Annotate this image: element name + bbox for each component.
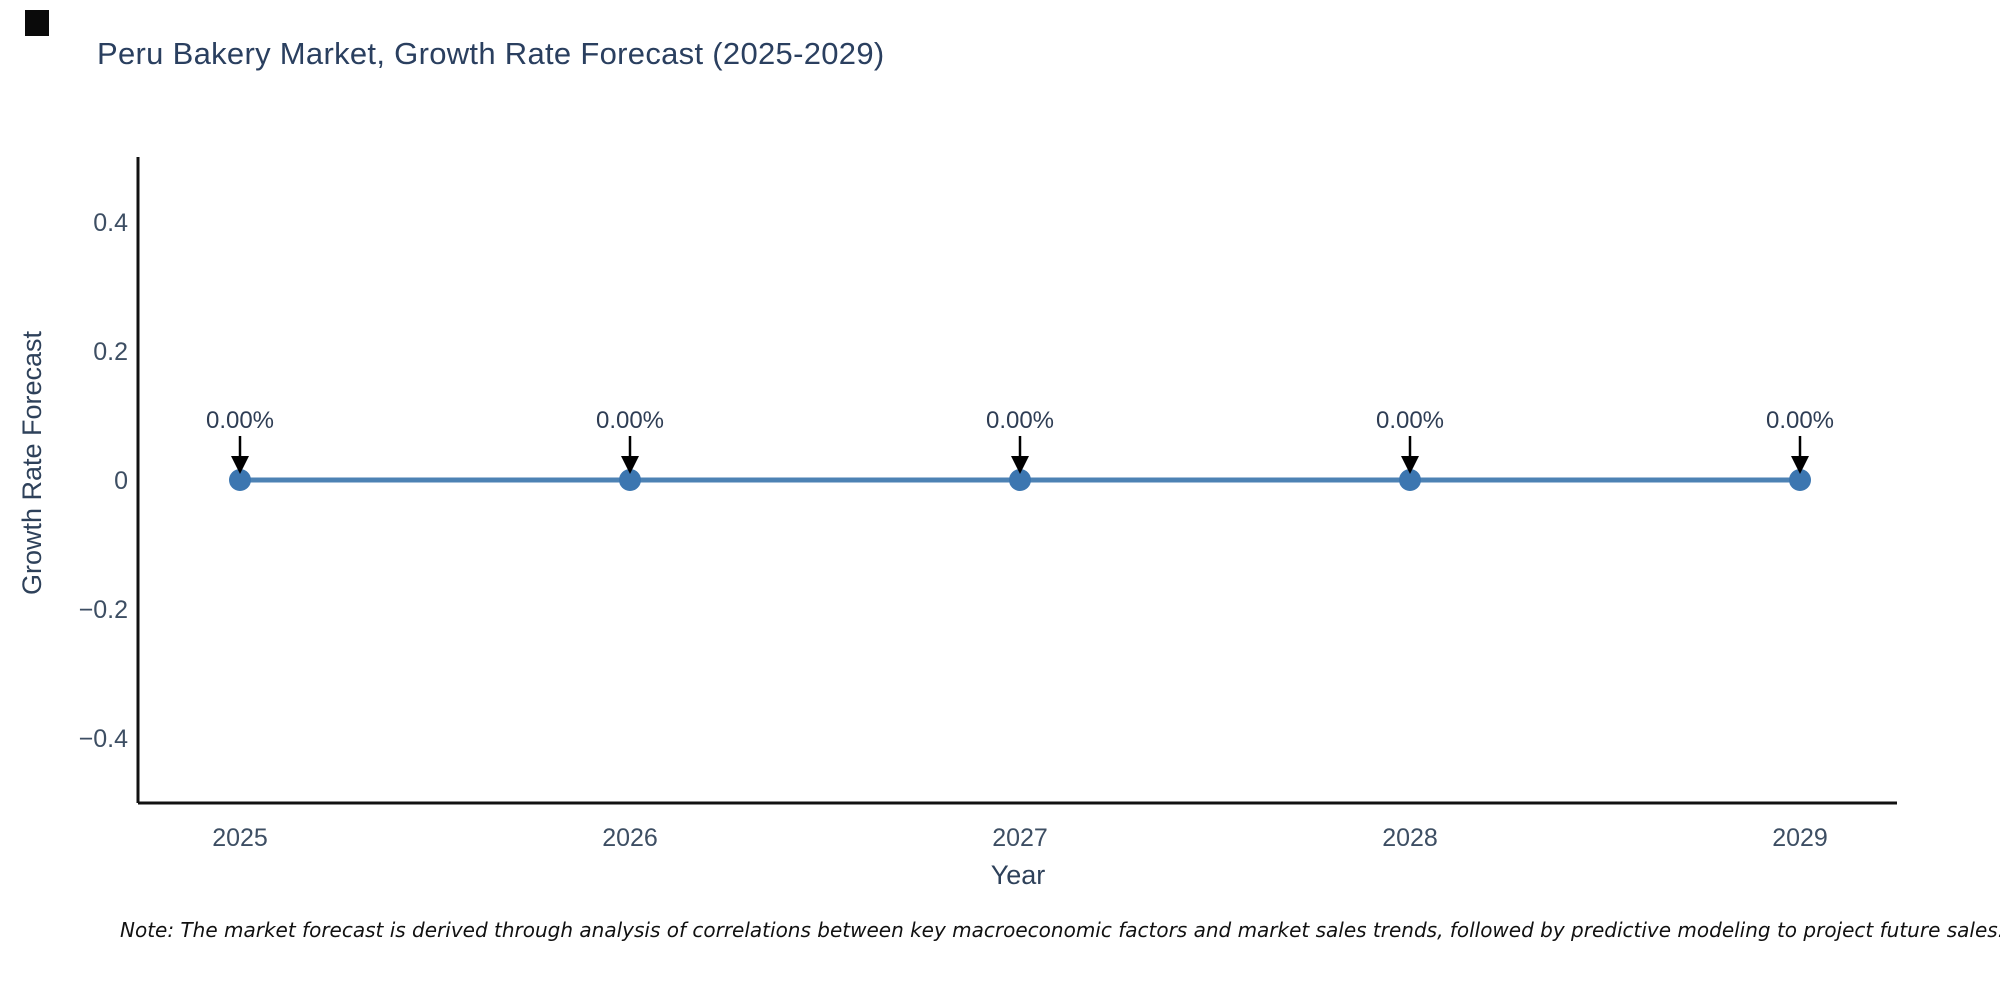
- y-tick-label: 0: [114, 467, 128, 495]
- data-point-marker[interactable]: [1399, 469, 1421, 491]
- data-point-marker[interactable]: [619, 469, 641, 491]
- point-annotation-label: 0.00%: [986, 407, 1054, 434]
- data-point-marker[interactable]: [229, 469, 251, 491]
- point-annotation-label: 0.00%: [206, 407, 274, 434]
- annotation-arrow-head: [231, 456, 249, 474]
- point-annotation-label: 0.00%: [1376, 407, 1444, 434]
- point-annotation-label: 0.00%: [1766, 407, 1834, 434]
- annotation-arrow-head: [1011, 456, 1029, 474]
- x-axis-title: Year: [990, 860, 1046, 890]
- point-annotation-label: 0.00%: [596, 407, 664, 434]
- x-tick-label: 2029: [1772, 824, 1828, 852]
- x-tick-label: 2026: [602, 824, 658, 852]
- x-tick-label: 2027: [992, 824, 1048, 852]
- y-tick-label: 0.2: [93, 338, 128, 366]
- annotation-arrow-head: [621, 456, 639, 474]
- y-tick-label: −0.4: [79, 725, 128, 753]
- data-point-marker[interactable]: [1009, 469, 1031, 491]
- annotation-arrow-head: [1791, 456, 1809, 474]
- footnote: Note: The market forecast is derived thr…: [120, 918, 2000, 942]
- x-tick-label: 2025: [212, 824, 268, 852]
- x-tick-label: 2028: [1382, 824, 1438, 852]
- chart-title: Peru Bakery Market, Growth Rate Forecast…: [97, 36, 885, 71]
- data-point-marker[interactable]: [1789, 469, 1811, 491]
- corner-artifact: [25, 10, 49, 36]
- y-tick-label: −0.2: [79, 596, 128, 624]
- annotation-arrow-head: [1401, 456, 1419, 474]
- y-tick-label: 0.4: [93, 209, 128, 237]
